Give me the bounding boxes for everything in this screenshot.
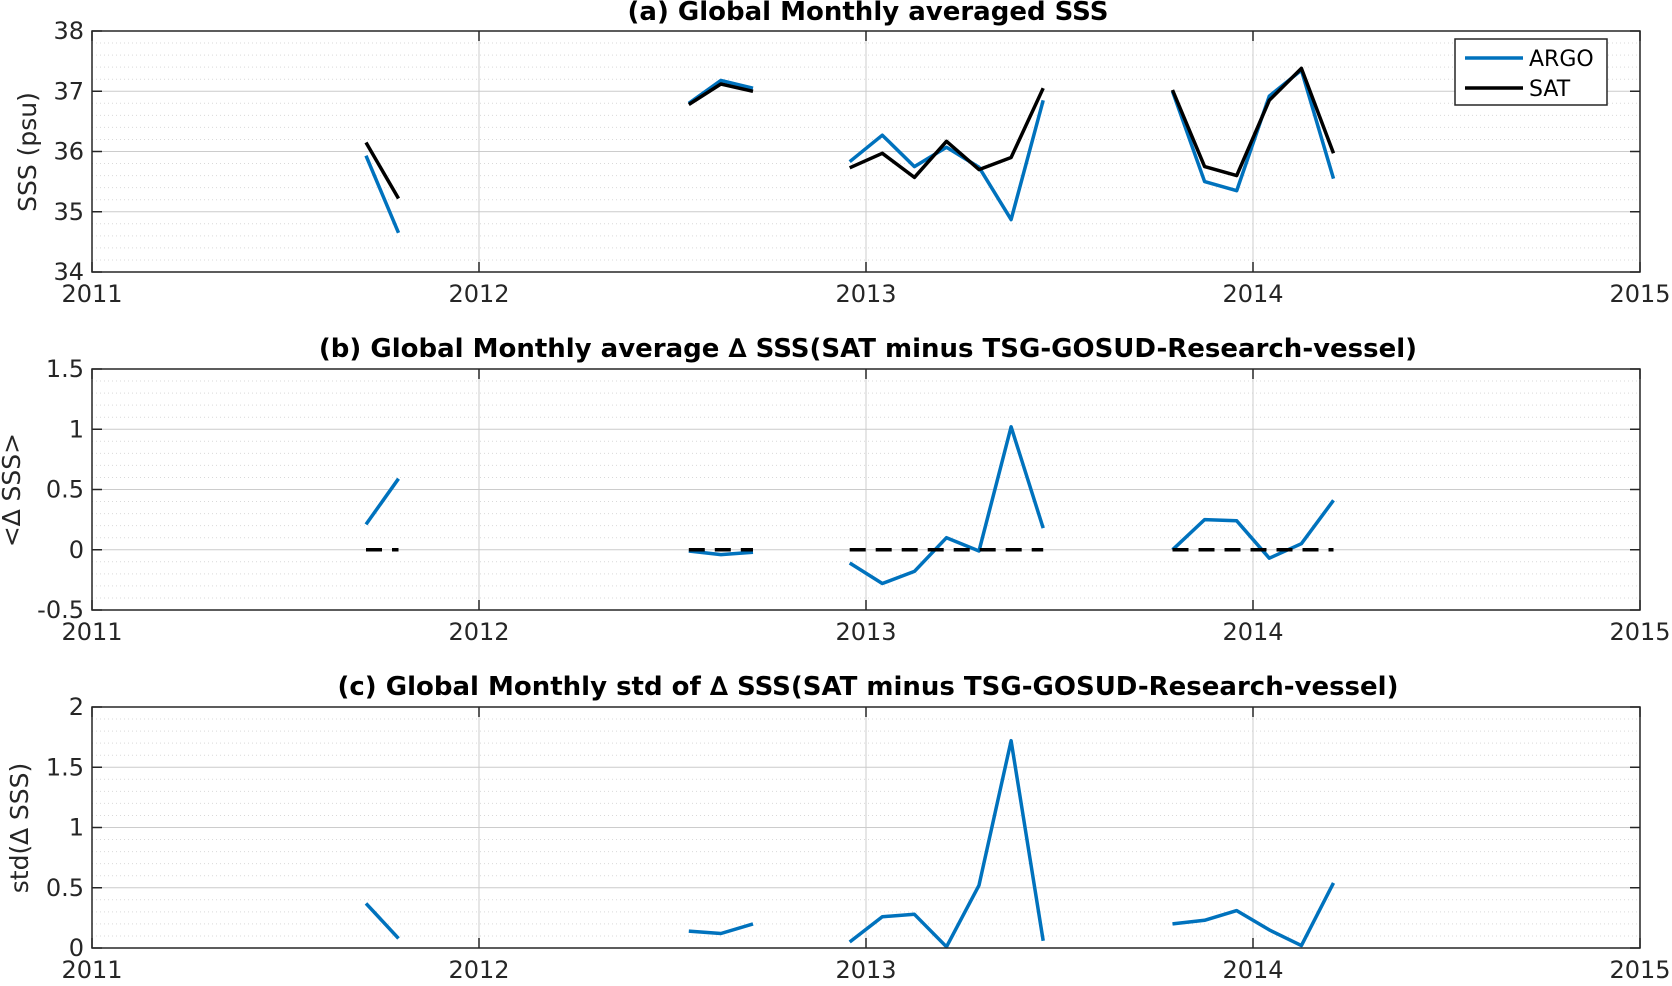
- sat-line-segment: [848, 87, 1045, 180]
- panel-c-std-delta-sss: (c) Global Monthly std of ∆ SSS(SAT minu…: [5, 672, 1671, 984]
- series-0-line-segment: [688, 549, 754, 557]
- legend-label-sat: SAT: [1529, 77, 1571, 102]
- panel-a-sss: (a) Global Monthly averaged SSS SSS (psu…: [13, 0, 1671, 308]
- x-tick-label: 2011: [61, 956, 122, 982]
- x-tick-label: 2012: [448, 618, 509, 646]
- sat-line-segment: [1170, 66, 1336, 178]
- y-tick-label: -0.5: [37, 596, 84, 624]
- panel-b-mean-delta-sss: (b) Global Monthly average ∆ SSS(SAT min…: [0, 334, 1671, 646]
- series-0-line-segment: [364, 477, 400, 526]
- x-tick-label: 2012: [448, 280, 509, 308]
- x-tick-label: 2014: [1222, 618, 1283, 646]
- y-tick-label: 36: [53, 138, 84, 166]
- panel-a-ylabel: SSS (psu): [13, 92, 42, 212]
- y-tick-label: 0: [69, 536, 84, 564]
- x-tick-label: 2011: [61, 618, 122, 646]
- y-tick-label: 0.5: [46, 476, 84, 504]
- panel-b-ylabel: <∆ SSS>: [0, 433, 26, 547]
- series-0-line-segment: [848, 738, 1045, 949]
- panel-b-title: (b) Global Monthly average ∆ SSS(SAT min…: [319, 334, 1417, 364]
- legend-box: [1454, 38, 1608, 106]
- panel-c-title: (c) Global Monthly std of ∆ SSS(SAT minu…: [338, 672, 1399, 702]
- series-0-line-segment: [1172, 882, 1336, 948]
- y-tick-label: 1: [69, 814, 84, 842]
- x-tick-label: 2012: [448, 956, 509, 982]
- y-tick-label: 34: [53, 258, 84, 286]
- sat-line-segment: [687, 82, 754, 106]
- legend-label-argo: ARGO: [1529, 47, 1594, 72]
- x-tick-label: 2013: [835, 280, 896, 308]
- x-tick-label: 2015: [1609, 618, 1670, 646]
- x-tick-label: 2013: [835, 956, 896, 982]
- x-tick-label: 2015: [1609, 956, 1670, 982]
- x-tick-label: 2015: [1609, 280, 1670, 308]
- panel-a-title: (a) Global Monthly averaged SSS: [628, 0, 1109, 27]
- y-tick-label: 38: [53, 17, 84, 45]
- x-tick-label: 2011: [61, 280, 122, 308]
- series-0-line-segment: [688, 922, 754, 936]
- argo-line-segment: [848, 99, 1045, 222]
- y-tick-label: 0.5: [46, 874, 84, 902]
- y-tick-label: 1: [69, 415, 84, 443]
- series-0-line-segment: [1171, 499, 1335, 560]
- x-tick-label: 2014: [1222, 280, 1283, 308]
- argo-line-segment: [364, 155, 401, 234]
- y-tick-label: 1.5: [46, 355, 84, 383]
- x-tick-label: 2014: [1222, 956, 1283, 982]
- y-tick-label: 37: [53, 77, 84, 105]
- y-tick-label: 0: [69, 934, 84, 962]
- y-tick-label: 2: [69, 693, 84, 721]
- legend: ARGO SAT: [1454, 38, 1608, 106]
- sat-line-segment: [364, 141, 401, 200]
- argo-line-segment: [1170, 68, 1336, 193]
- series-0-line-segment: [848, 425, 1045, 586]
- panel-c-ylabel: std(∆ SSS): [5, 763, 34, 893]
- y-tick-label: 1.5: [46, 753, 84, 781]
- x-tick-label: 2013: [835, 618, 896, 646]
- series-0-line-segment: [364, 902, 400, 940]
- y-tick-label: 35: [53, 198, 84, 226]
